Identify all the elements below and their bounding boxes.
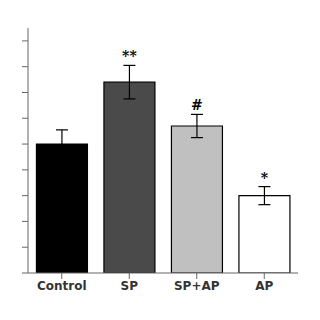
svg-text:AP: AP	[255, 279, 273, 293]
svg-text:#: #	[191, 97, 203, 113]
svg-text:**: **	[122, 48, 137, 64]
svg-text:SP+AP: SP+AP	[174, 279, 220, 293]
svg-text:Control: Control	[37, 279, 87, 293]
svg-text:SP: SP	[121, 279, 139, 293]
svg-text:*: *	[261, 170, 269, 186]
